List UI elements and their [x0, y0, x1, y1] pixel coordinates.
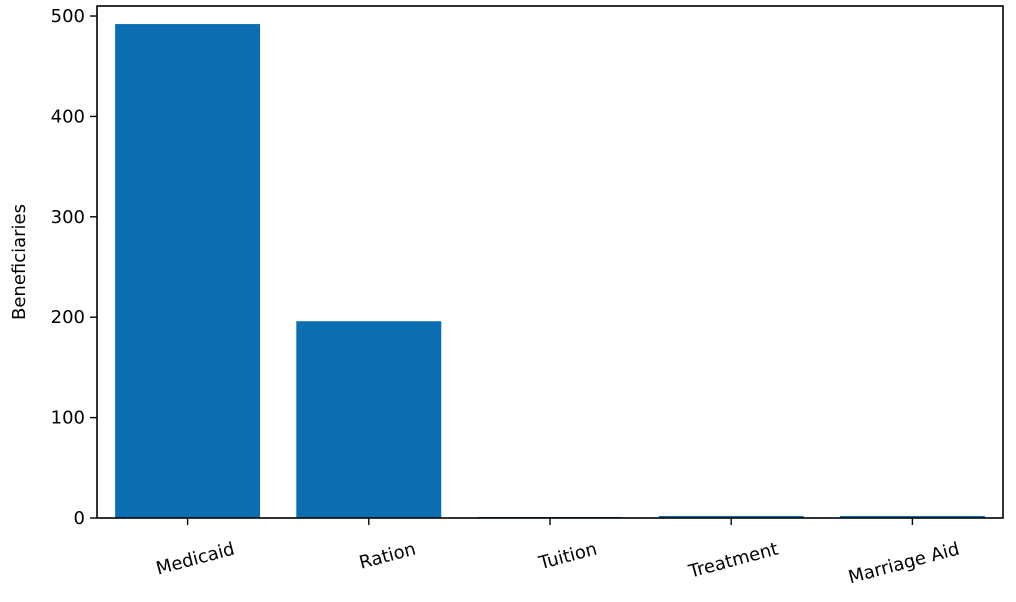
x-tick-label: Marriage Aid: [846, 539, 962, 589]
y-tick-label: 100: [51, 408, 85, 429]
y-tick-label: 0: [74, 508, 85, 529]
bars-group: [115, 24, 985, 519]
plot-frame: [96, 5, 1004, 519]
bar-medicaid: [115, 24, 261, 519]
y-axis-ticks: 0 100 200 300 400 500: [51, 6, 97, 529]
bar-treatment: [658, 515, 804, 518]
y-tick-label: 300: [51, 207, 85, 228]
x-axis-ticks: Medicaid Ration Tuition Treatment Marriage A…: [154, 518, 962, 588]
y-axis-label: Beneficiaries: [9, 204, 30, 320]
x-tick-label: Ration: [357, 539, 418, 574]
x-tick-label: Treatment: [686, 539, 781, 583]
bar-marriage-aid: [839, 515, 985, 518]
bar-ration: [296, 321, 442, 518]
y-tick-label: 500: [51, 6, 85, 27]
x-tick-label: Tuition: [536, 539, 600, 575]
y-tick-label: 400: [51, 106, 85, 127]
x-tick-label: Medicaid: [154, 539, 237, 580]
y-tick-label: 200: [51, 307, 85, 328]
